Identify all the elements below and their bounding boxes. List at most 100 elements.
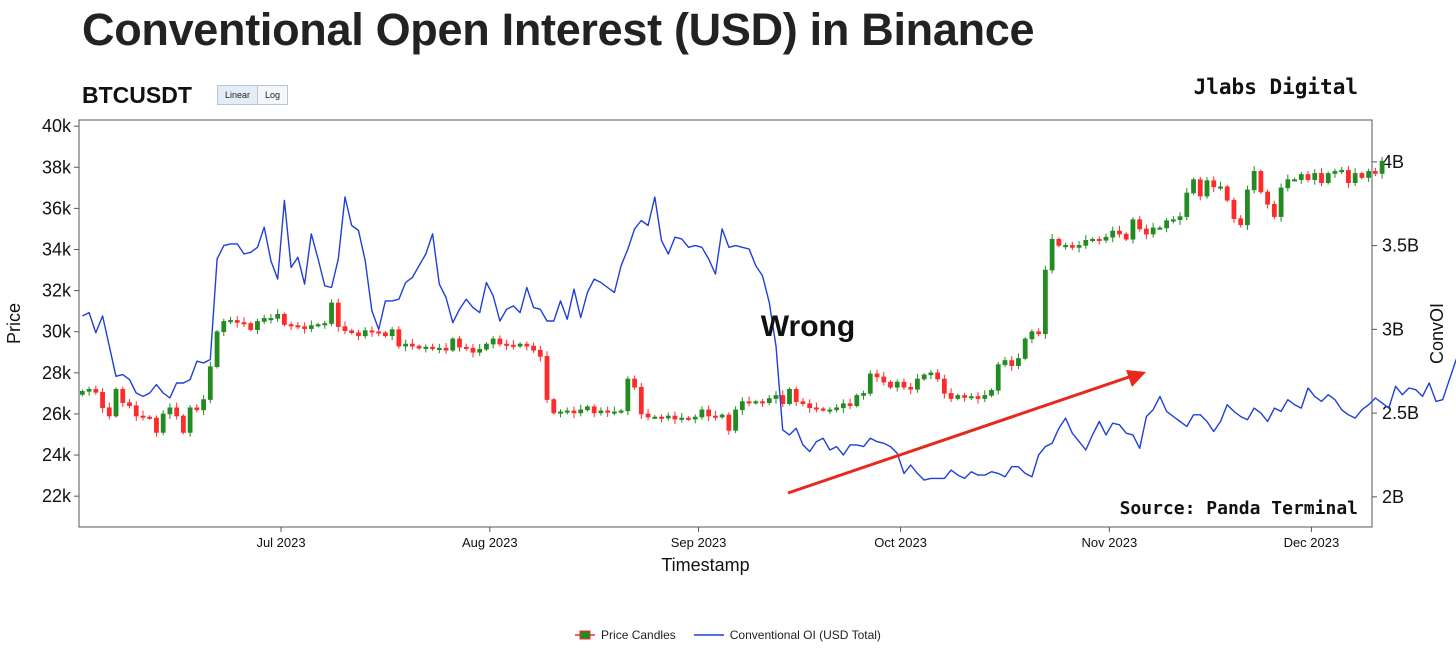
candle-body	[645, 413, 651, 418]
candle-body	[322, 323, 328, 326]
legend-label-candles: Price Candles	[601, 628, 676, 642]
candle-body	[982, 395, 988, 399]
candle-body	[1278, 187, 1284, 217]
candle-body	[349, 330, 355, 334]
x-tick-label: Nov 2023	[1082, 535, 1138, 550]
candle-body	[315, 324, 321, 327]
y-axis-title: Price	[4, 303, 24, 344]
candle-body	[564, 410, 570, 413]
candle-body	[571, 410, 577, 414]
candle-body	[470, 347, 476, 353]
candle-body	[140, 415, 146, 418]
candle-body	[1305, 174, 1311, 180]
candle-body	[1211, 180, 1217, 188]
line-legend-icon	[693, 634, 724, 636]
candle-body	[894, 381, 900, 388]
candle-body	[1339, 170, 1345, 173]
candle-body	[1325, 173, 1331, 183]
candle-body	[329, 302, 334, 324]
candle-body	[760, 401, 765, 404]
candle-body	[1016, 358, 1021, 366]
y-tick-label: 28k	[42, 363, 72, 383]
candle-body	[369, 330, 375, 333]
candle-body	[335, 302, 341, 327]
candle-body	[1164, 220, 1169, 229]
candle-body	[450, 338, 456, 351]
candle-body	[214, 331, 220, 367]
candle-body	[147, 416, 153, 419]
legend-label-oi: Conventional OI (USD Total)	[729, 628, 881, 642]
y-tick-label: 24k	[42, 445, 72, 465]
candle-body	[248, 323, 254, 330]
legend-item-oi[interactable]: Conventional OI (USD Total)	[693, 628, 881, 642]
candle-body	[558, 411, 563, 414]
y-tick-label: 36k	[42, 198, 72, 218]
candle-body	[739, 401, 745, 411]
candle-body	[1197, 179, 1203, 197]
candle-body	[436, 347, 442, 350]
candle-body	[100, 392, 105, 409]
candle-body	[618, 410, 624, 413]
candle-body	[874, 373, 880, 378]
candle-body	[995, 364, 1001, 391]
candle-body	[1184, 192, 1190, 217]
candle-body	[766, 398, 772, 403]
candle-body	[901, 381, 907, 388]
candle-body	[1191, 179, 1196, 194]
candle-body	[362, 330, 368, 337]
candle-body	[1265, 191, 1271, 205]
legend-item-candles[interactable]: Price Candles	[575, 628, 676, 642]
y-tick-label: 26k	[42, 404, 72, 424]
candle-body	[1352, 173, 1358, 183]
candle-body	[638, 386, 644, 415]
candle-body	[753, 401, 759, 404]
candle-body	[268, 318, 274, 321]
candle-body	[544, 356, 550, 400]
candle-body	[719, 414, 725, 418]
candle-body	[1117, 230, 1122, 235]
candle-body	[840, 403, 846, 409]
y-tick-label: 30k	[42, 322, 72, 342]
candle-body	[517, 343, 523, 347]
candle-body	[672, 415, 678, 420]
candle-body	[228, 320, 233, 323]
candle-body	[308, 325, 314, 329]
candle-body	[174, 407, 180, 417]
candle-body	[699, 409, 705, 418]
candle-body	[160, 413, 166, 433]
candle-body	[1009, 360, 1015, 366]
candle-body	[201, 399, 206, 411]
candle-body	[1029, 331, 1035, 340]
candle-body	[733, 409, 738, 431]
candle-body	[921, 374, 927, 380]
candle-body	[1271, 203, 1277, 217]
candle-body	[915, 378, 920, 390]
candle-body	[127, 402, 132, 407]
candle-body	[1298, 174, 1304, 180]
candle-body	[234, 320, 240, 323]
candle-body	[510, 344, 516, 347]
candle-body	[167, 407, 173, 415]
candle-body	[261, 318, 267, 322]
candle-body	[1076, 245, 1082, 248]
candle-body	[376, 331, 382, 334]
candle-body	[928, 372, 934, 376]
brand-label: Jlabs Digital	[1193, 75, 1358, 99]
linear-scale-button[interactable]: Linear	[217, 85, 259, 105]
candle-body	[423, 346, 429, 349]
log-scale-button[interactable]: Log	[258, 85, 289, 105]
y2-tick-label: 3B	[1382, 319, 1404, 339]
candle-body	[194, 407, 200, 411]
candle-body	[255, 321, 260, 330]
y2-tick-label: 2.5B	[1382, 403, 1419, 423]
candle-body	[1258, 171, 1264, 193]
candle-body	[1346, 170, 1351, 183]
candle-body	[679, 417, 685, 420]
y2-tick-label: 3.5B	[1382, 236, 1419, 256]
y2-tick-label: 2B	[1382, 487, 1404, 507]
candle-body	[713, 415, 718, 418]
candle-body	[1130, 219, 1136, 240]
candle-body	[611, 411, 617, 414]
candle-body	[1022, 338, 1028, 359]
candle-body	[787, 388, 792, 404]
